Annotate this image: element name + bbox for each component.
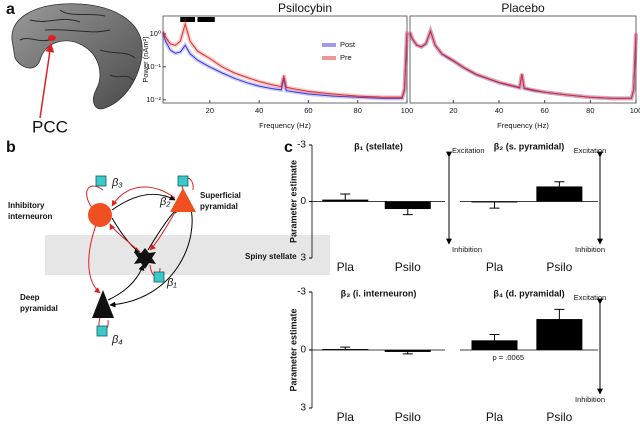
y-axis-label: Parameter estimate (288, 308, 298, 391)
x-tick-label: 60 (304, 106, 312, 115)
annotation: Inhibition (575, 395, 605, 404)
annotation: Excitation (574, 146, 607, 155)
node-label: Superficial (200, 191, 241, 200)
error-bar (489, 334, 500, 341)
bar (536, 186, 583, 202)
x-tick-label: Psilo (546, 260, 572, 274)
beta-label: β₁ (166, 277, 177, 289)
x-tick-label: Psilo (395, 260, 421, 274)
x-tick-label: 40 (255, 106, 263, 115)
x-tick-label: 60 (541, 106, 549, 115)
chart-title: β₂ (s. pyramidal) (494, 141, 565, 151)
y-tick-label: -3 (297, 140, 306, 151)
x-axis-label: Frequency (Hz) (497, 121, 549, 130)
circuit-diagram (45, 175, 330, 337)
series-line (162, 22, 408, 98)
bar (536, 319, 583, 350)
y-tick-label: 3 (300, 253, 306, 264)
panel-label: b (6, 139, 16, 156)
legend-label: Pre (340, 53, 352, 62)
x-tick-label: 100 (630, 106, 640, 115)
x-tick-label: Pla (337, 260, 355, 274)
x-axis-label: Frequency (Hz) (259, 121, 311, 130)
error-bar (340, 346, 351, 350)
bar (384, 201, 431, 210)
node-label: interneuron (8, 212, 53, 221)
error-bar (402, 209, 413, 216)
x-tick-label: Psilo (395, 410, 421, 424)
chart-title: β₃ (i. interneuron) (341, 288, 417, 298)
y-tick-label: -3 (297, 287, 306, 298)
series-line (162, 32, 408, 99)
x-tick-label: Pla (486, 260, 504, 274)
brain-image (11, 3, 143, 119)
x-tick-label: Psilo (546, 410, 572, 424)
y-tick-label: 3 (300, 403, 306, 414)
error-bar (340, 193, 351, 200)
legend-label: Post (340, 40, 356, 49)
error-bar (554, 308, 565, 320)
beta-label: β₃ (111, 177, 123, 189)
brain-label: PCC (32, 117, 68, 136)
series-band (408, 24, 638, 101)
chart-title: Psilocybin (278, 1, 332, 15)
node-label: Spiny stellate (245, 252, 297, 261)
x-tick-label: 100 (401, 106, 414, 115)
node-label: pyramidal (20, 304, 58, 313)
bar (322, 199, 369, 202)
x-tick-label: Pla (486, 410, 504, 424)
node-label: Inhibitory (8, 201, 45, 210)
error-bar (554, 181, 565, 187)
x-tick-label: 20 (449, 106, 457, 115)
error-bar (402, 351, 413, 355)
chart-title: Placebo (501, 1, 545, 15)
annotation: Inhibition (452, 245, 482, 254)
x-tick-label: 80 (354, 106, 362, 115)
bar (322, 349, 369, 350)
x-tick-label: 40 (495, 106, 503, 115)
y-tick-label: 10⁻¹ (146, 62, 161, 71)
node-label: Deep (20, 293, 40, 302)
panel-label: c (284, 139, 293, 156)
significance-bar (197, 17, 215, 22)
x-tick-label: 20 (206, 106, 214, 115)
beta-label: β₂ (159, 196, 171, 208)
plot-frame (409, 15, 637, 104)
annotation: Excitation (574, 293, 607, 302)
node-label: pyramidal (200, 202, 238, 211)
y-tick-label: 0 (300, 196, 306, 207)
bar (384, 350, 431, 352)
plot-frame (162, 15, 408, 104)
y-axis-label: Parameter estimate (288, 160, 298, 243)
panel-label: a (6, 1, 15, 18)
annotation: Excitation (452, 146, 485, 155)
significance-bar (180, 17, 196, 22)
x-tick-label: 80 (586, 106, 594, 115)
bar (471, 201, 518, 203)
x-tick-label: Pla (337, 410, 355, 424)
chart-title: β₁ (stellate) (354, 141, 403, 151)
annotation: Inhibition (575, 245, 605, 254)
chart-title: β₄ (d. pyramidal) (493, 288, 564, 298)
y-tick-label: 10⁰ (150, 29, 161, 38)
annotation: p = .0065 (493, 353, 525, 362)
y-axis-label: Power (nAm²) (141, 36, 150, 83)
series-line (409, 29, 637, 99)
bar (471, 340, 518, 350)
error-bar (489, 202, 500, 209)
y-tick-label: 10⁻² (146, 95, 161, 104)
y-tick-label: 0 (300, 345, 306, 356)
beta-label: β₄ (111, 334, 123, 346)
